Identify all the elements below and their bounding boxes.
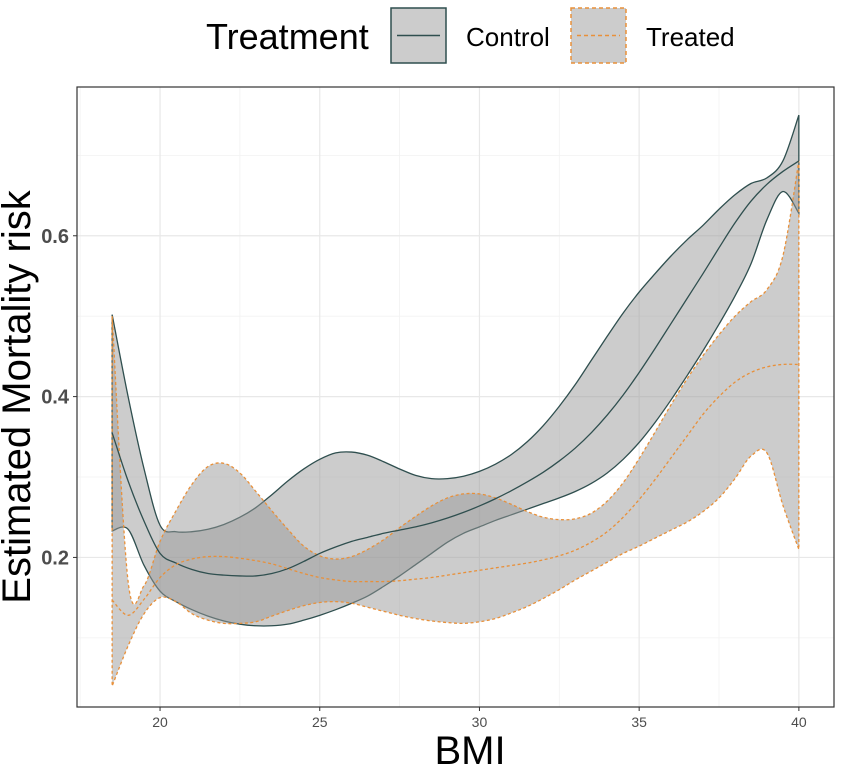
x-tick-label: 40 [791,714,807,730]
x-axis: 20 25 30 35 40 [152,707,807,730]
ribbons [111,114,800,687]
y-tick-label: 0.2 [41,547,69,569]
ribbon-control [111,114,800,627]
legend: Treatment Control Treated [206,7,735,64]
legend-title: Treatment [206,16,369,57]
legend-label-treated: Treated [646,22,735,52]
x-tick-label: 30 [472,714,488,730]
x-tick-label: 25 [312,714,328,730]
y-axis-title: Estimated Mortality risk [0,189,39,603]
legend-label-control: Control [466,22,550,52]
x-axis-title: BMI [434,729,505,768]
line-treated [111,363,799,616]
y-axis: 0.2 0.4 0.6 [41,226,77,569]
y-tick-label: 0.4 [41,387,70,409]
line-control [111,160,800,577]
ribbon-treated [111,160,800,687]
plot-panel [76,86,835,708]
y-tick-label: 0.6 [41,226,69,248]
series-lines [111,160,800,616]
x-tick-label: 35 [631,714,647,730]
x-tick-label: 20 [152,714,168,730]
